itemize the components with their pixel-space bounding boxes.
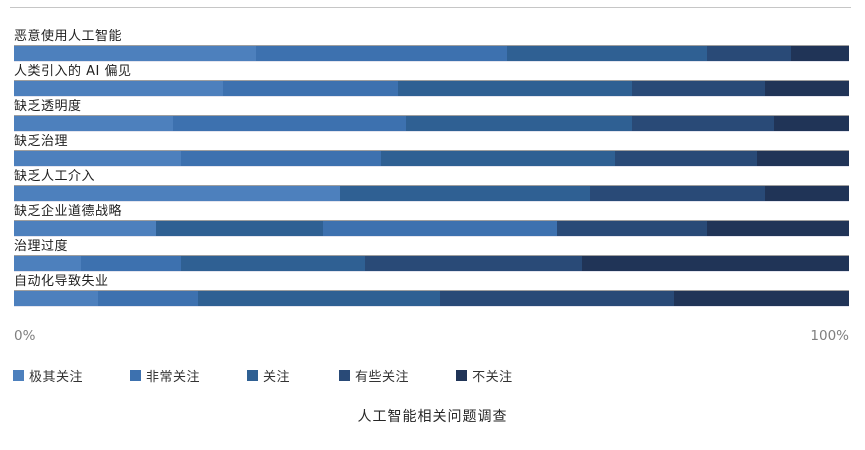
bar-segment bbox=[707, 221, 849, 236]
category-label: 缺乏人工介入 bbox=[14, 169, 849, 186]
legend-label: 有些关注 bbox=[355, 370, 410, 385]
bar-segment bbox=[14, 116, 173, 131]
bar-segment bbox=[381, 151, 616, 166]
category-label: 治理过度 bbox=[14, 239, 849, 256]
bar-rows-area: 恶意使用人工智能 人类引入的 AI 偏见 缺乏透明度缺乏治理缺乏人工介入 缺乏企业道德… bbox=[14, 29, 849, 309]
stacked-bar bbox=[14, 46, 849, 61]
legend-label: 不关注 bbox=[472, 370, 513, 385]
bar-segment bbox=[590, 186, 766, 201]
bar-segment bbox=[765, 186, 849, 201]
bar-row: 缺乏透明度 bbox=[14, 99, 849, 134]
bar-segment bbox=[14, 151, 181, 166]
category-label: 恶意使用人工智能 bbox=[14, 29, 849, 46]
bar-segment bbox=[155, 221, 323, 236]
stacked-bar bbox=[14, 291, 849, 306]
bar-row: 缺乏治理 bbox=[14, 134, 849, 169]
bar-segment bbox=[406, 116, 632, 131]
stacked-bar bbox=[14, 81, 849, 96]
bar-segment bbox=[14, 221, 156, 236]
legend-swatch-icon bbox=[339, 370, 351, 381]
legend-item: 有些关注 bbox=[339, 366, 409, 385]
category-label: 自动化导致失业 bbox=[14, 274, 849, 291]
bar-segment bbox=[364, 256, 582, 271]
legend-label: 关注 bbox=[263, 370, 291, 385]
bar-segment bbox=[14, 81, 223, 96]
bar-segment bbox=[631, 81, 766, 96]
bar-segment bbox=[256, 46, 507, 61]
bar-segment bbox=[673, 291, 849, 306]
category-label: 缺乏企业道德战略 bbox=[14, 204, 849, 221]
x-axis-min-label: 0% bbox=[14, 328, 36, 344]
category-label: 缺乏治理 bbox=[14, 134, 849, 151]
legend-label: 极其关注 bbox=[29, 370, 84, 385]
bar-segment bbox=[556, 221, 708, 236]
bar-segment bbox=[581, 256, 849, 271]
bar-segment bbox=[773, 116, 849, 131]
bar-row: 恶意使用人工智能 bbox=[14, 29, 849, 64]
stacked-bar bbox=[14, 116, 849, 131]
legend-swatch-icon bbox=[13, 370, 24, 381]
legend-label: 非常关注 bbox=[146, 370, 201, 385]
bar-segment bbox=[80, 256, 181, 271]
bar-row: 治理过度 bbox=[14, 239, 849, 274]
stacked-bar bbox=[14, 256, 849, 271]
bar-row: 自动化导致失业 bbox=[14, 274, 849, 309]
legend-item: 不关注 bbox=[456, 366, 513, 385]
bar-segment bbox=[790, 46, 849, 61]
category-label: 缺乏透明度 bbox=[14, 99, 849, 116]
bar-segment bbox=[181, 151, 382, 166]
legend-item: 极其关注 bbox=[13, 366, 83, 385]
legend: 极其关注 非常关注 关注 有些关注 不关注 bbox=[13, 366, 560, 385]
bar-segment bbox=[197, 291, 440, 306]
x-axis-max-label: 100% bbox=[810, 328, 849, 344]
stacked-bar bbox=[14, 221, 849, 236]
bar-segment bbox=[757, 151, 849, 166]
bar-segment bbox=[765, 81, 849, 96]
bar-segment bbox=[631, 116, 774, 131]
legend-swatch-icon bbox=[130, 370, 142, 381]
bar-segment bbox=[97, 291, 198, 306]
bar-segment bbox=[222, 81, 399, 96]
legend-swatch-icon bbox=[456, 370, 468, 381]
stacked-bar bbox=[14, 186, 849, 201]
bar-row: 缺乏企业道德战略 bbox=[14, 204, 849, 239]
bar-segment bbox=[14, 291, 98, 306]
chart-title: 人工智能相关问题调查 bbox=[357, 409, 508, 425]
bar-segment bbox=[14, 46, 257, 61]
bar-segment bbox=[339, 186, 591, 201]
bar-row: 缺乏人工介入 bbox=[14, 169, 849, 204]
legend-swatch-icon bbox=[247, 370, 259, 381]
category-label: 人类引入的 AI 偏见 bbox=[14, 64, 849, 81]
chart-top-border bbox=[10, 7, 851, 8]
legend-item: 非常关注 bbox=[130, 366, 200, 385]
stacked-bar bbox=[14, 151, 849, 166]
bar-segment bbox=[180, 256, 365, 271]
bar-segment bbox=[615, 151, 758, 166]
bar-segment bbox=[14, 256, 81, 271]
bar-segment bbox=[322, 221, 557, 236]
x-axis: 0% 100% bbox=[14, 328, 849, 344]
bar-segment bbox=[398, 81, 632, 96]
bar-segment bbox=[506, 46, 708, 61]
bar-row: 人类引入的 AI 偏见 bbox=[14, 64, 849, 99]
legend-item: 关注 bbox=[247, 366, 290, 385]
bar-segment bbox=[439, 291, 674, 306]
bar-segment bbox=[14, 186, 340, 201]
bar-segment bbox=[707, 46, 791, 61]
bar-segment bbox=[172, 116, 407, 131]
